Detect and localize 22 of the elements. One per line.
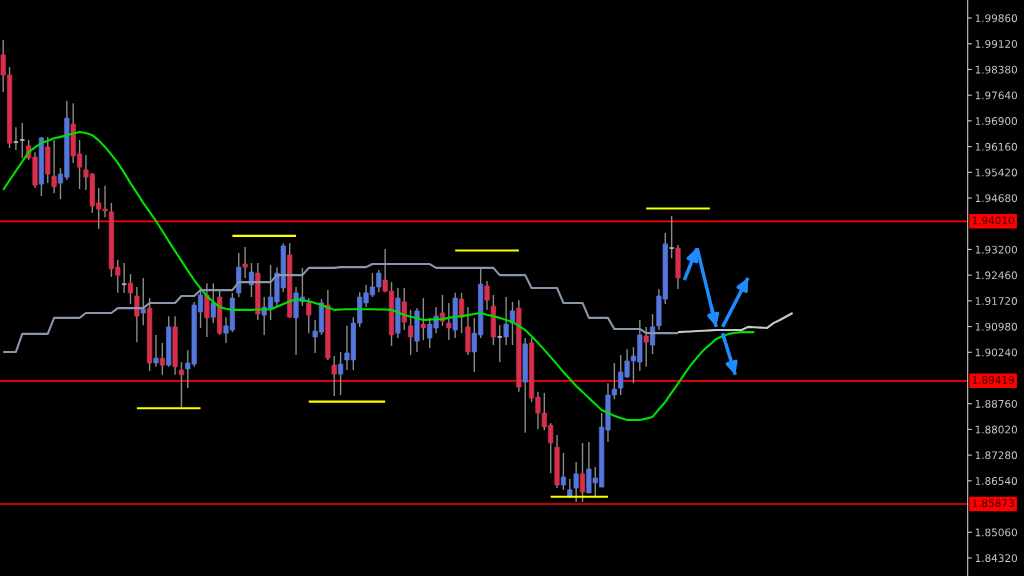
y-tick-label: 1.88760 [975,399,1018,408]
y-tick-label: 1.84320 [975,554,1018,563]
y-tick-label: 1.97640 [975,91,1018,100]
y-tick-label: 1.96900 [975,117,1018,125]
y-tick-label: 1.85060 [975,528,1018,537]
y-tick-label: 1.95420 [975,168,1018,177]
y-tick-label: 1.88020 [975,425,1018,434]
y-tick-label: 1.87280 [975,451,1018,460]
y-tick-label: 1.99120 [975,40,1018,48]
y-tick-label: 1.94680 [975,194,1018,203]
y-tick-label: 1.98380 [975,65,1018,74]
ref-line-label: 1.89419 [972,375,1014,384]
y-tick-label: 1.86540 [975,477,1018,485]
y-tick-label: 1.91720 [975,297,1018,305]
ref-line-label: 1.94010 [972,216,1014,225]
y-tick-label: 1.92460 [975,271,1018,280]
y-tick-label: 1.96160 [975,142,1018,151]
ref-line-label: 1.85873 [972,499,1014,508]
y-tick-label: 1.90240 [975,348,1018,357]
y-tick-label: 1.93200 [975,245,1018,254]
y-tick-label: 1.99860 [975,14,1018,23]
y-tick-label: 1.90980 [975,322,1018,331]
